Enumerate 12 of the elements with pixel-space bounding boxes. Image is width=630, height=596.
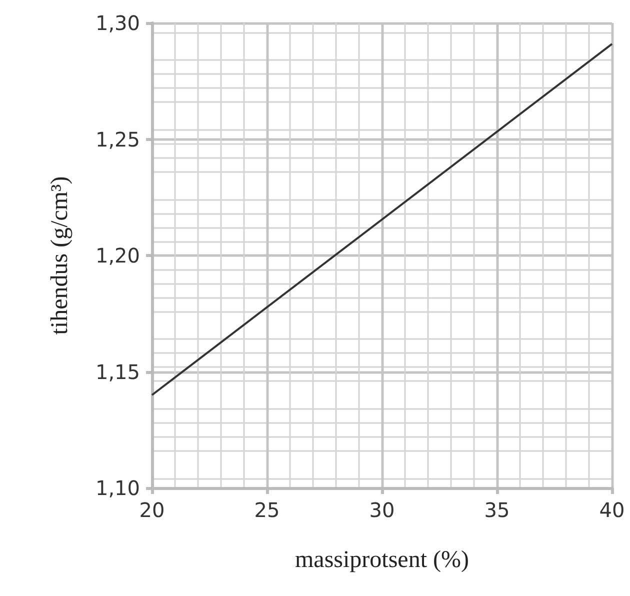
x-tick-label: 30 [369, 498, 395, 522]
x-tick-label: 40 [599, 498, 625, 522]
x-axis-title: massiprotsent (%) [295, 547, 469, 573]
y-tick-label: 1,30 [95, 11, 140, 35]
y-axis-title: tihendus (g/cm³) [47, 176, 73, 335]
x-tick-label: 35 [484, 498, 510, 522]
y-tick-label: 1,10 [95, 476, 140, 500]
y-tick-label: 1,20 [95, 244, 140, 268]
y-tick-label: 1,15 [95, 360, 140, 384]
x-tick-label: 20 [139, 498, 165, 522]
y-tick-label: 1,25 [95, 127, 140, 152]
x-tick-label: 25 [254, 498, 280, 522]
